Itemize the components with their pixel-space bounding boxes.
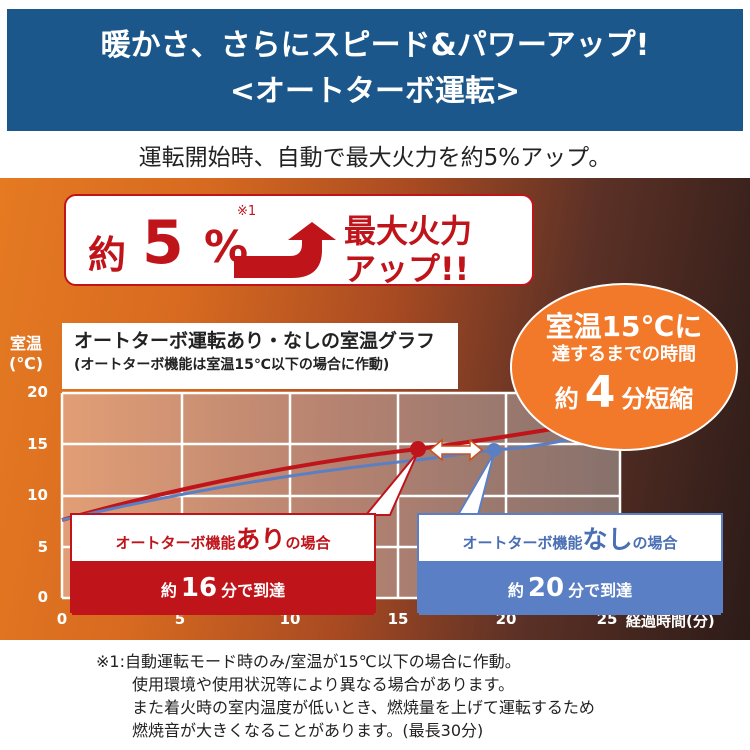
x-tick-0: 0 <box>56 610 68 628</box>
footnote-line-2: 使用環境や使用状況等により異なる場合があります。 <box>132 675 515 694</box>
double-arrow-icon <box>428 438 484 462</box>
result-suffix: 分で到達 <box>568 581 633 600</box>
time-saving-badge: 室温15℃に 達するまでの時間 約 4 分短縮 <box>510 283 738 451</box>
circle-line-3: 約 4 分短縮 <box>512 371 736 421</box>
x-axis-label: 経過時間(分) <box>626 612 715 630</box>
marker-without-turbo <box>487 443 501 457</box>
circle-line-1: 室温15℃に <box>545 310 703 343</box>
chart-subtitle: (オートターボ機能は室温15℃以下の場合に作動) <box>74 357 390 373</box>
callout-with-turbo: オートターボ機能ありの場合 約 16 分で到達 <box>70 513 376 615</box>
series-with-turbo <box>61 424 571 522</box>
badge-prefix: 約 <box>88 233 127 277</box>
callout-with-result: 約 16 分で到達 <box>72 561 374 615</box>
chart-title: オートターボ運転あり・なしの室温グラフ <box>74 330 436 352</box>
callout-without-result: 約 20 分で到達 <box>419 561 721 615</box>
power-up-badge: 約 5 % ※1 最大火力 アップ!! <box>64 194 534 288</box>
callout-without-label: オートターボ機能なしの場合 <box>419 515 721 561</box>
x-tick-5: 5 <box>174 610 186 628</box>
label-pre: オートターボ機能 <box>115 534 236 552</box>
footnote-line-4: 燃焼音が大きくなることがあります。(最長30分) <box>132 721 484 740</box>
callout-pointer-red <box>363 451 419 516</box>
result-prefix: 約 <box>160 581 177 600</box>
circle-suffix: 分短縮 <box>621 385 694 413</box>
y-axis-label: 室温 (℃) <box>9 334 43 373</box>
label-post: の場合 <box>632 534 678 552</box>
chart-title-box: オートターボ運転あり・なしの室温グラフ (オートターボ機能は室温15℃以下の場合… <box>62 323 458 389</box>
result-prefix: 約 <box>507 581 524 600</box>
footnote-line-1: ※1:自動運転モード時のみ/室温が15℃以下の場合に作動。 <box>96 652 521 671</box>
header-title: 暖かさ、さらにスピード&パワーアップ! <box>100 28 650 63</box>
marker-with-turbo <box>410 441 426 457</box>
header-banner: 暖かさ、さらにスピード&パワーアップ! <オートターボ運転> <box>7 9 743 131</box>
x-tick-15: 15 <box>387 610 409 628</box>
page-subtitle: 運転開始時、自動で最大火力を約5%アップ。 <box>138 145 612 171</box>
badge-value: 5 <box>142 208 184 278</box>
y-tick-10: 10 <box>27 486 48 504</box>
label-post: の場合 <box>285 534 331 552</box>
y-tick-20: 20 <box>27 383 48 401</box>
y-tick-5: 5 <box>37 538 48 556</box>
header-subtitle: <オートターボ運転> <box>229 74 521 109</box>
curved-up-arrow-icon <box>234 222 336 278</box>
callout-with-label: オートターボ機能ありの場合 <box>72 515 374 561</box>
badge-footnote-mark: ※1 <box>237 204 257 219</box>
badge-label-2: アップ!! <box>344 250 470 288</box>
y-tick-0: 0 <box>37 588 48 606</box>
result-value: 20 <box>527 573 565 603</box>
circle-value: 4 <box>584 367 616 418</box>
circle-line-2: 達するまでの時間 <box>552 344 696 365</box>
label-pre: オートターボ機能 <box>462 534 583 552</box>
callout-without-turbo: オートターボ機能なしの場合 約 20 分で到達 <box>417 513 723 615</box>
series-without-turbo <box>61 435 579 522</box>
footnote: ※1:自動運転モード時のみ/室温が15℃以下の場合に作動。 使用環境や使用状況等… <box>96 650 595 742</box>
label-emph: あり <box>235 525 286 554</box>
result-value: 16 <box>180 573 218 603</box>
badge-label-1: 最大火力 <box>344 212 473 250</box>
footnote-line-3: また着火時の室内温度が低いとき、燃焼量を上げて運転するため <box>132 698 595 717</box>
y-tick-15: 15 <box>27 435 48 453</box>
label-emph: なし <box>582 525 633 554</box>
circle-prefix: 約 <box>554 385 579 413</box>
result-suffix: 分で到達 <box>221 581 286 600</box>
